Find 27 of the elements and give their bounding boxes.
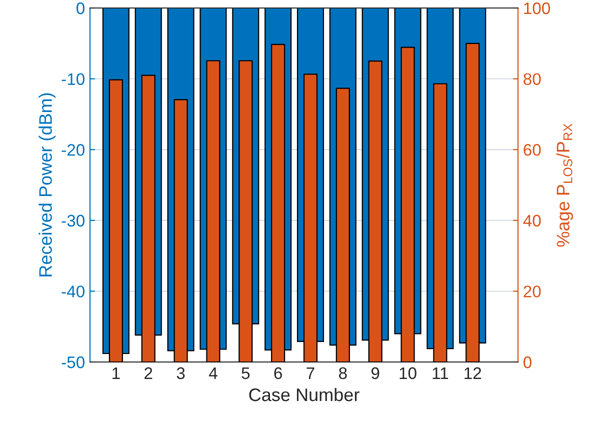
y2-tick-label: 20 [524,286,541,298]
y-tick-label: -40 [62,286,84,298]
x-tick-label: 3 [176,367,185,380]
x-tick-label: 12 [464,367,482,379]
x-tick-label: 11 [432,367,448,379]
x-tick-label: 1 [112,367,120,379]
y-tick-label: -50 [62,356,84,368]
y-tick-label: 0 [76,2,84,14]
y2-tick-label: 40 [523,214,541,227]
y-axis-title: Received Power (dBm) [38,93,56,276]
x-tick-label: 7 [306,367,314,379]
x-tick-label: 10 [400,367,416,380]
y2-axis-title: %age P$_{LOS}$/P$_{RX}$ [556,124,574,247]
x-tick-label: 2 [144,367,152,379]
y-tick-label: -30 [62,214,84,227]
y2-tick-label: 60 [524,144,541,156]
y2-tick-label: 0 [524,356,532,368]
y2-tick-label: 100 [524,2,550,14]
x-tick-label: 6 [274,367,282,380]
y-tick-label: -20 [62,144,84,156]
x-tick-label: 8 [339,367,347,380]
y-tick-label: -10 [62,73,84,86]
x-axis-title: Case Number [249,388,360,402]
x-tick-label: 5 [242,367,250,380]
y2-tick-label: 80 [524,73,541,86]
x-tick-label: 9 [371,367,380,380]
x-tick-label: 4 [208,367,218,379]
